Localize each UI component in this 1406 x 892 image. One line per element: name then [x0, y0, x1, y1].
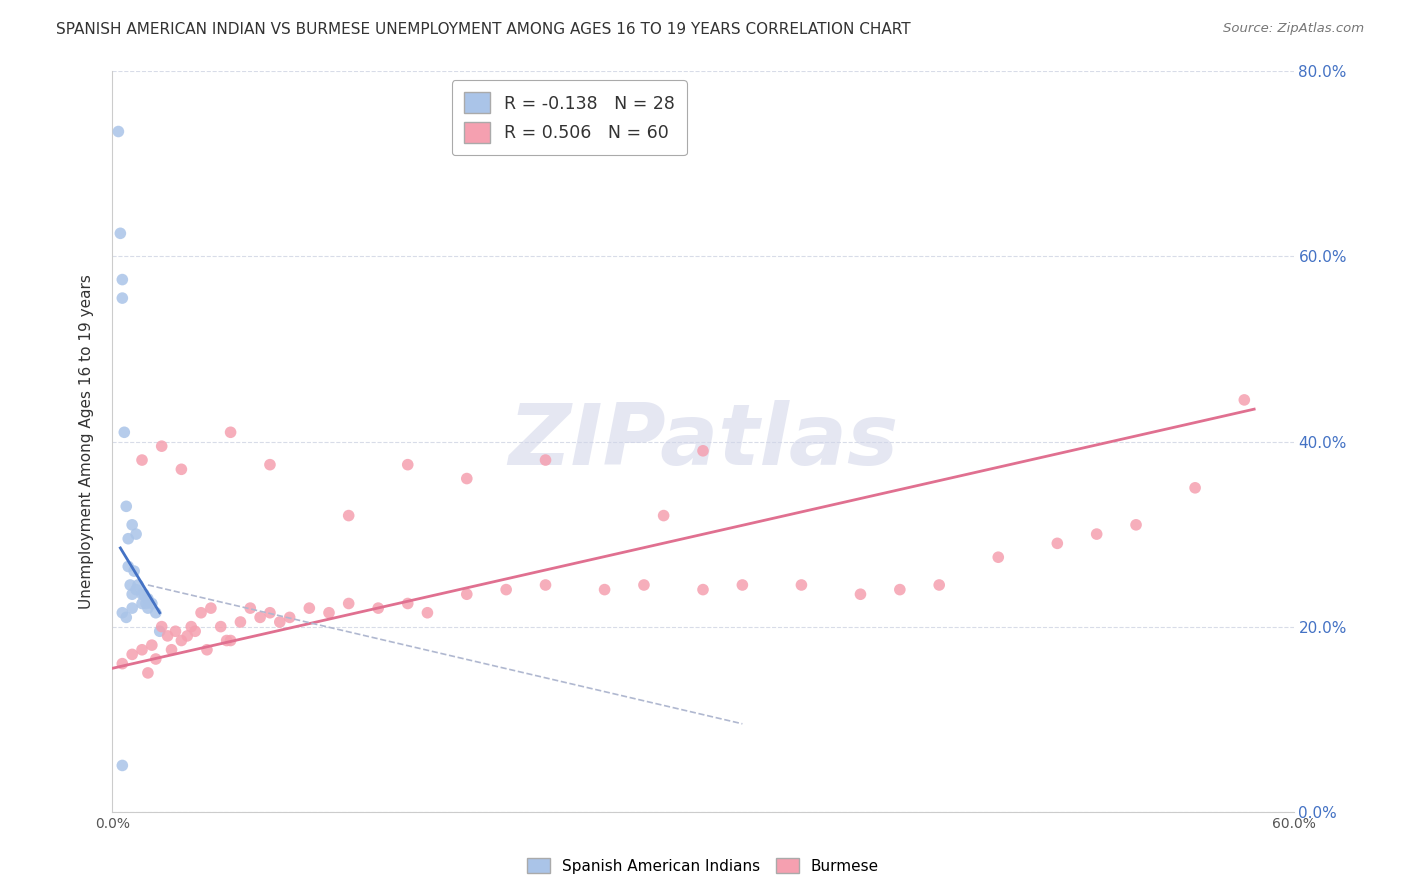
Point [1233, 392, 1256, 407]
Point [200, 601, 222, 615]
Point [112, 425, 135, 440]
Point [111, 272, 134, 286]
Point [215, 633, 238, 648]
Point [141, 638, 163, 652]
Point [249, 610, 271, 624]
Point [111, 291, 134, 305]
Point [416, 606, 439, 620]
Point [117, 559, 139, 574]
Point [107, 124, 129, 138]
Point [150, 439, 173, 453]
Point [150, 619, 173, 633]
Point [115, 500, 138, 514]
Point [111, 657, 134, 671]
Point [337, 597, 360, 611]
Point [219, 425, 242, 440]
Point [790, 578, 813, 592]
Point [318, 606, 340, 620]
Point [219, 633, 242, 648]
Point [121, 648, 143, 662]
Point [229, 615, 252, 629]
Point [127, 578, 149, 592]
Point [136, 591, 159, 606]
Text: SPANISH AMERICAN INDIAN VS BURMESE UNEMPLOYMENT AMONG AGES 16 TO 19 YEARS CORREL: SPANISH AMERICAN INDIAN VS BURMESE UNEMP… [56, 22, 911, 37]
Point [692, 443, 714, 458]
Point [131, 587, 153, 601]
Point [117, 532, 139, 546]
Point [1046, 536, 1069, 550]
Y-axis label: Unemployment Among Ages 16 to 19 years: Unemployment Among Ages 16 to 19 years [79, 274, 94, 609]
Text: Source: ZipAtlas.com: Source: ZipAtlas.com [1223, 22, 1364, 36]
Point [195, 642, 218, 657]
Point [278, 610, 301, 624]
Point [184, 624, 207, 639]
Point [121, 601, 143, 615]
Point [132, 587, 155, 601]
Point [731, 578, 754, 592]
Point [121, 587, 143, 601]
Point [692, 582, 714, 597]
Legend: Spanish American Indians, Burmese: Spanish American Indians, Burmese [522, 852, 884, 880]
Point [122, 564, 145, 578]
Point [135, 597, 157, 611]
Point [125, 527, 148, 541]
Point [165, 624, 187, 639]
Point [396, 597, 419, 611]
Point [149, 624, 172, 639]
Point [456, 472, 478, 486]
Point [190, 606, 212, 620]
Text: ZIPatlas: ZIPatlas [508, 400, 898, 483]
Point [239, 601, 262, 615]
Point [889, 582, 911, 597]
Point [176, 629, 198, 643]
Point [170, 462, 193, 476]
Point [209, 619, 232, 633]
Point [180, 619, 202, 633]
Point [337, 508, 360, 523]
Point [120, 578, 142, 592]
Point [111, 758, 134, 772]
Point [928, 578, 950, 592]
Point [121, 517, 143, 532]
Point [111, 606, 134, 620]
Point [987, 550, 1010, 565]
Point [136, 601, 159, 615]
Point [1125, 517, 1147, 532]
Point [849, 587, 872, 601]
Point [367, 601, 389, 615]
Point [145, 606, 167, 620]
Point [534, 578, 557, 592]
Point [396, 458, 419, 472]
Point [145, 652, 167, 666]
Point [593, 582, 616, 597]
Point [269, 615, 291, 629]
Point [652, 508, 675, 523]
Point [633, 578, 655, 592]
Point [156, 629, 179, 643]
Point [125, 582, 148, 597]
Point [259, 458, 281, 472]
Point [456, 587, 478, 601]
Point [131, 597, 153, 611]
Point [110, 227, 132, 241]
Point [141, 597, 163, 611]
Point [131, 642, 153, 657]
Point [259, 606, 281, 620]
Point [115, 610, 138, 624]
Point [534, 453, 557, 467]
Point [170, 633, 193, 648]
Point [131, 453, 153, 467]
Point [495, 582, 517, 597]
Point [136, 665, 159, 680]
Point [298, 601, 321, 615]
Legend: R = -0.138   N = 28, R = 0.506   N = 60: R = -0.138 N = 28, R = 0.506 N = 60 [451, 80, 688, 155]
Point [1184, 481, 1206, 495]
Point [1085, 527, 1108, 541]
Point [160, 642, 183, 657]
